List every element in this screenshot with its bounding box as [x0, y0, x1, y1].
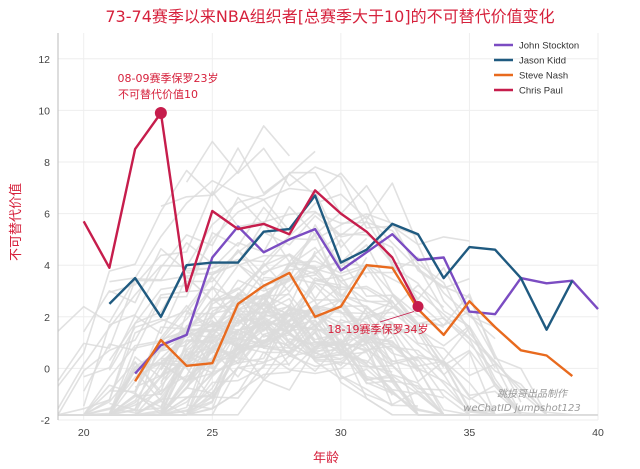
- background-player-line: [109, 308, 496, 416]
- background-player-line: [135, 306, 445, 416]
- background-player-line: [58, 215, 496, 416]
- x-tick-label: 40: [592, 427, 604, 439]
- annotation-peak-line2: 不可替代价值10: [118, 87, 198, 101]
- background-player-line: [109, 190, 522, 403]
- background-player-line: [186, 234, 393, 306]
- annotation-recent-label: 18-19赛季保罗34岁: [328, 322, 429, 336]
- background-player-line: [82, 171, 419, 407]
- background-player-line: [57, 205, 342, 416]
- y-tick-label: -2: [41, 415, 50, 427]
- background-player-lines: [57, 125, 598, 416]
- x-tick-label: 35: [464, 427, 476, 439]
- x-axis-label: 年龄: [313, 451, 339, 466]
- background-player-line: [108, 182, 470, 362]
- x-tick-label: 30: [335, 427, 347, 439]
- background-player-line: [109, 261, 342, 416]
- y-tick-label: 12: [38, 54, 50, 66]
- background-player-line: [186, 345, 496, 416]
- background-player-line: [57, 249, 367, 416]
- annotation-peak-line1: 08-09赛季保罗23岁: [118, 71, 219, 85]
- background-player-line: [58, 292, 290, 416]
- series-line-steve-nash: [134, 264, 574, 382]
- background-player-line: [185, 140, 522, 416]
- background-player-line: [57, 263, 290, 382]
- y-tick-label: 6: [44, 209, 50, 221]
- background-player-line: [83, 276, 393, 380]
- watermark-line-2: weChatID jumpshot123: [463, 403, 580, 414]
- background-player-line: [185, 310, 598, 416]
- highlight-point-peak: [154, 106, 167, 119]
- chart-title: 73-74赛季以来NBA组织者[总赛季大于10]的不可替代价值变化: [105, 7, 554, 26]
- axes: -2 0 2 4 6 8 10 12 20 25 30 35 40: [38, 33, 604, 439]
- legend: John Stockton Jason Kidd Steve Nash Chris P…: [494, 41, 579, 97]
- y-axis-label: 不可替代价值: [8, 183, 24, 261]
- legend-label: Jason Kidd: [519, 56, 566, 67]
- background-player-line: [160, 322, 521, 416]
- highlighted-series: [82, 111, 599, 382]
- watermark-line-1: 跳投哥出品制作: [497, 388, 569, 400]
- background-player-line: [186, 254, 393, 303]
- background-player-line: [58, 331, 496, 416]
- series-line-jason-kidd: [108, 194, 574, 331]
- series-line-chris-paul: [82, 111, 420, 308]
- background-player-line: [186, 224, 445, 329]
- highlight-point-recent: [412, 300, 424, 312]
- background-player-line: [58, 292, 265, 416]
- background-player-line: [135, 305, 393, 416]
- background-player-line: [109, 179, 470, 328]
- legend-label: Chris Paul: [519, 86, 563, 97]
- background-player-line: [160, 256, 368, 371]
- background-player-line: [108, 283, 445, 416]
- y-tick-label: 0: [44, 363, 50, 375]
- legend-label: Steve Nash: [519, 71, 568, 82]
- x-tick-label: 25: [206, 427, 218, 439]
- background-player-line: [160, 319, 496, 416]
- y-tick-label: 10: [38, 105, 50, 117]
- background-player-line: [185, 275, 522, 413]
- x-tick-label: 20: [78, 427, 90, 439]
- background-player-line: [108, 293, 393, 396]
- y-tick-label: 8: [44, 157, 50, 169]
- annotation-leader-line: [379, 311, 415, 323]
- background-player-line: [57, 125, 291, 387]
- y-tick-label: 4: [44, 260, 50, 272]
- legend-label: John Stockton: [519, 41, 579, 52]
- background-player-line: [82, 206, 548, 416]
- y-tick-label: 2: [44, 312, 50, 324]
